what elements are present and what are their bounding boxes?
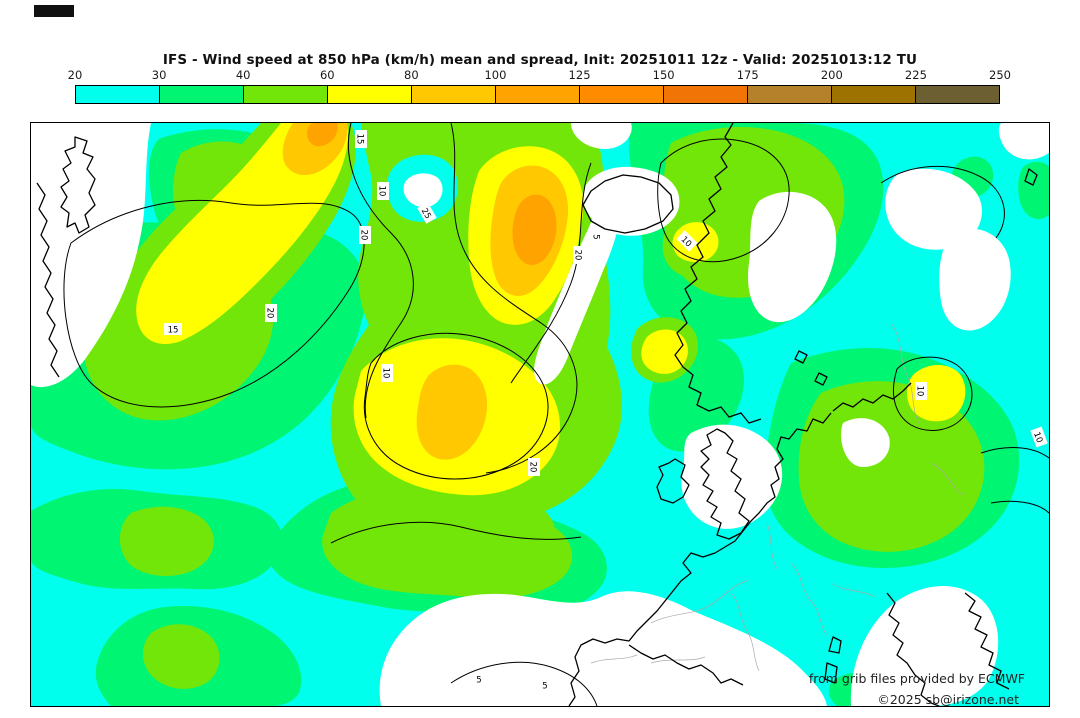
colorbar-tick: 175 <box>736 68 759 82</box>
attribution-ecmwf: from grib files provided by ECMWF <box>809 671 1025 686</box>
contour-label: 5 <box>539 679 551 692</box>
colorbar-tick: 80 <box>404 68 419 82</box>
contour-label: 10 <box>1030 426 1048 448</box>
colorbar-tick: 30 <box>151 68 167 82</box>
spread-contours <box>63 123 1049 706</box>
colorbar-tick: 60 <box>319 68 335 82</box>
contour-label: 5 <box>473 673 485 686</box>
colorbar-tick-labels: 20 30 40 60 80 100 125 150 175 200 225 250 <box>68 68 1011 84</box>
colorbar-tick: 225 <box>904 68 927 82</box>
colorbar-scale <box>75 85 1000 104</box>
colorbar-tick: 125 <box>568 68 591 82</box>
svg-text:5: 5 <box>476 676 481 686</box>
colorbar-tick: 200 <box>820 68 843 82</box>
coastlines <box>36 123 1038 706</box>
colorbar-tick: 250 <box>989 68 1011 82</box>
colorbar-segment <box>412 86 496 103</box>
svg-text:5: 5 <box>542 682 547 692</box>
contour-label: 20 <box>359 226 371 244</box>
contour-label: 10 <box>381 364 393 382</box>
country-borders <box>590 322 964 672</box>
colorbar-tick: 100 <box>484 68 507 82</box>
svg-text:15: 15 <box>355 134 365 145</box>
field-below-20 <box>31 123 1049 706</box>
colorbar-tick: 150 <box>652 68 675 82</box>
svg-text:20: 20 <box>528 462 538 473</box>
colorbar: 20 30 40 60 80 100 125 150 175 200 225 250 <box>68 68 1011 106</box>
contour-label: 15 <box>355 130 367 148</box>
colorbar-segment <box>748 86 832 103</box>
svg-text:25: 25 <box>419 207 433 221</box>
contour-label: 20 <box>573 246 585 264</box>
weather-map: 15 10 25 20 15 20 5 20 10 10 20 10 10 5 5 from grib fi… <box>30 122 1050 707</box>
svg-text:10: 10 <box>377 186 387 197</box>
svg-text:5: 5 <box>591 234 601 239</box>
contour-label: 10 <box>377 182 389 200</box>
colorbar-tick: 40 <box>235 68 251 82</box>
colorbar-segment <box>76 86 160 103</box>
corner-artifact <box>34 5 74 17</box>
contour-label: 5 <box>591 231 603 243</box>
colorbar-tick: 20 <box>67 68 83 82</box>
colorbar-segment <box>160 86 244 103</box>
contour-label: 20 <box>528 458 540 476</box>
colorbar-segment <box>244 86 328 103</box>
contour-label: 25 <box>417 202 437 224</box>
field-100-125 <box>307 123 557 265</box>
contour-label: 20 <box>265 304 277 322</box>
svg-text:10: 10 <box>1031 431 1044 445</box>
contour-label: 15 <box>164 323 182 336</box>
svg-text:10: 10 <box>381 368 391 379</box>
colorbar-segment <box>664 86 748 103</box>
colorbar-segment <box>916 86 999 103</box>
svg-text:15: 15 <box>168 326 179 336</box>
contour-label: 10 <box>915 382 927 400</box>
svg-text:20: 20 <box>265 308 275 319</box>
svg-text:20: 20 <box>359 230 369 241</box>
colorbar-segment <box>496 86 580 103</box>
svg-text:20: 20 <box>573 250 583 261</box>
colorbar-segment <box>580 86 664 103</box>
colorbar-segment <box>328 86 412 103</box>
chart-title: IFS - Wind speed at 850 hPa (km/h) mean … <box>162 52 918 68</box>
attribution-copyright: ©2025 sb@irizone.net <box>877 692 1019 706</box>
colorbar-segment <box>832 86 916 103</box>
svg-text:10: 10 <box>915 386 925 397</box>
